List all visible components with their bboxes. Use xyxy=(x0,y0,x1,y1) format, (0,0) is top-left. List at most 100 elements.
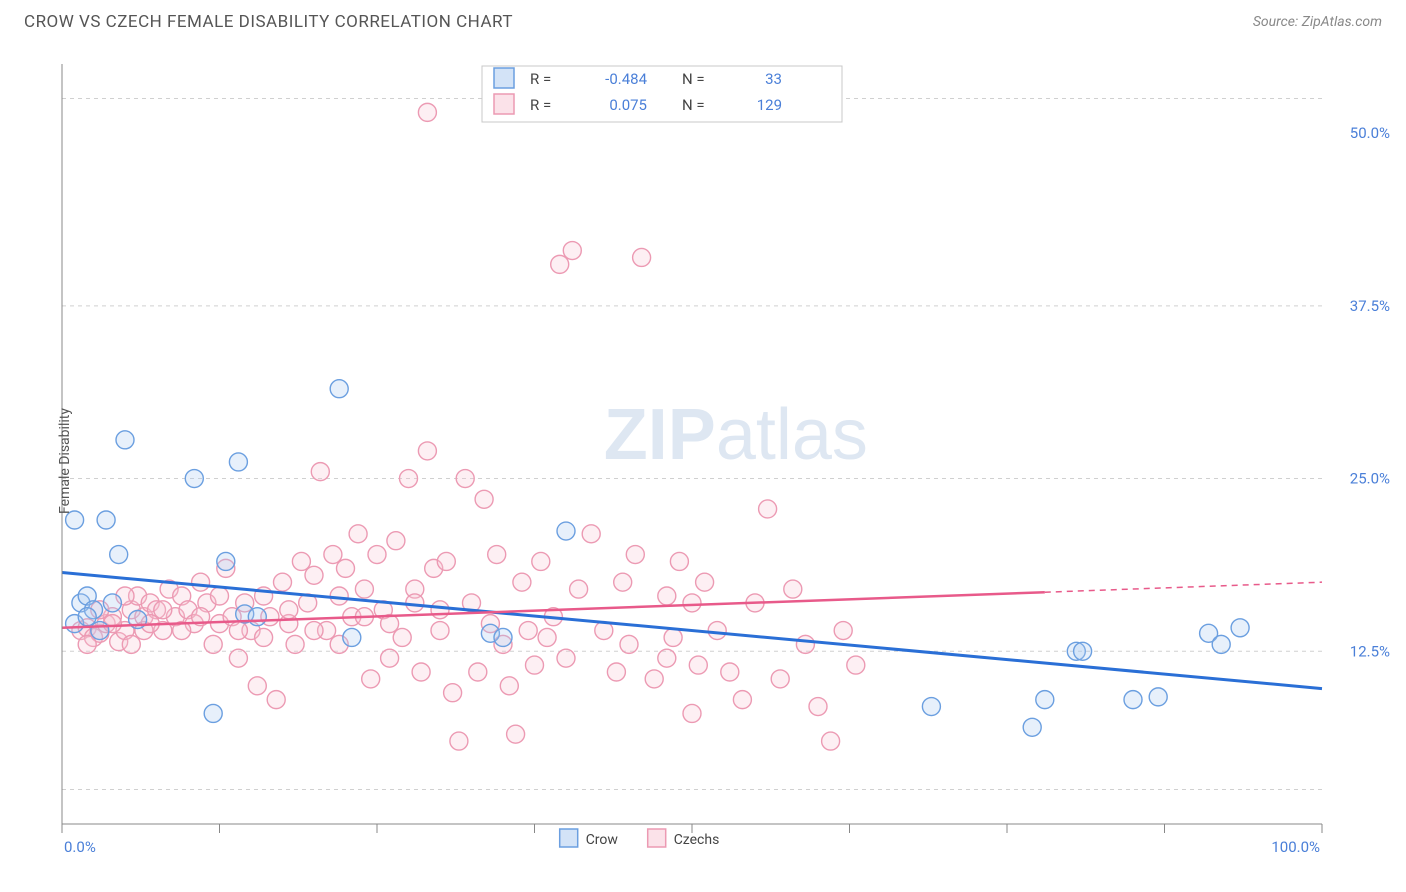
scatter-point xyxy=(784,580,802,598)
scatter-point xyxy=(1231,619,1249,637)
scatter-point xyxy=(122,635,140,653)
scatter-point xyxy=(563,242,581,260)
scatter-point xyxy=(204,635,222,653)
scatter-point xyxy=(450,732,468,750)
scatter-point xyxy=(330,380,348,398)
scatter-point xyxy=(1212,635,1230,653)
scatter-point xyxy=(1023,718,1041,736)
scatter-point xyxy=(311,463,329,481)
y-tick-label: 12.5% xyxy=(1350,642,1390,660)
scatter-point xyxy=(444,684,462,702)
scatter-point xyxy=(1074,642,1092,660)
scatter-point xyxy=(1036,691,1054,709)
bottom-legend-swatch xyxy=(648,829,666,847)
trend-line-extrapolated xyxy=(1045,582,1322,592)
scatter-chart: ZIPatlas 12.5% 25.0% 37.5% 50.0% 0.0% 100.0% R … xyxy=(42,44,1392,878)
scatter-point xyxy=(431,601,449,619)
scatter-point xyxy=(229,649,247,667)
scatter-point xyxy=(412,663,430,681)
scatter-point xyxy=(721,663,739,681)
scatter-point xyxy=(557,522,575,540)
scatter-point xyxy=(393,628,411,646)
x-tick-label: 100.0% xyxy=(1271,838,1320,856)
scatter-point xyxy=(796,635,814,653)
scatter-point xyxy=(274,573,292,591)
scatter-point xyxy=(91,622,109,640)
scatter-point xyxy=(469,663,487,681)
scatter-point xyxy=(689,656,707,674)
scatter-point xyxy=(437,552,455,570)
scatter-point xyxy=(110,546,128,564)
x-tick-label: 0.0% xyxy=(64,838,96,856)
scatter-point xyxy=(97,511,115,529)
y-tick-label: 50.0% xyxy=(1350,124,1390,142)
legend-r-label: R = xyxy=(530,96,551,114)
scatter-point xyxy=(324,546,342,564)
scatter-point xyxy=(582,525,600,543)
scatter-point xyxy=(488,546,506,564)
scatter-point xyxy=(645,670,663,688)
bottom-legend-label: Czechs xyxy=(674,832,720,848)
scatter-point xyxy=(759,500,777,518)
scatter-point xyxy=(526,656,544,674)
bottom-legend-label: Crow xyxy=(586,832,619,848)
scatter-point xyxy=(368,546,386,564)
scatter-point xyxy=(834,622,852,640)
scatter-point xyxy=(116,431,134,449)
scatter-point xyxy=(292,552,310,570)
scatter-point xyxy=(381,649,399,667)
scatter-point xyxy=(626,546,644,564)
y-tick-label: 25.0% xyxy=(1350,470,1390,488)
y-axis-label: Female Disability xyxy=(57,408,73,514)
scatter-point xyxy=(494,628,512,646)
scatter-point xyxy=(154,601,172,619)
scatter-point xyxy=(475,490,493,508)
scatter-point xyxy=(607,663,625,681)
scatter-point xyxy=(513,573,531,591)
scatter-point xyxy=(683,594,701,612)
chart-title: CROW VS CZECH FEMALE DISABILITY CORRELAT… xyxy=(24,12,513,32)
scatter-point xyxy=(418,442,436,460)
scatter-point xyxy=(343,628,361,646)
scatter-point xyxy=(683,704,701,722)
scatter-point xyxy=(696,573,714,591)
scatter-point xyxy=(305,566,323,584)
scatter-point xyxy=(658,649,676,667)
scatter-point xyxy=(771,670,789,688)
scatter-point xyxy=(103,594,121,612)
scatter-point xyxy=(733,691,751,709)
scatter-point xyxy=(658,587,676,605)
scatter-point xyxy=(1149,688,1167,706)
scatter-point xyxy=(248,677,266,695)
scatter-point xyxy=(809,698,827,716)
scatter-point xyxy=(1124,691,1142,709)
scatter-point xyxy=(406,594,424,612)
scatter-point xyxy=(633,248,651,266)
scatter-point xyxy=(519,622,537,640)
scatter-point xyxy=(847,656,865,674)
scatter-point xyxy=(349,525,367,543)
legend-r-value: -0.484 xyxy=(605,70,647,88)
scatter-point xyxy=(355,580,373,598)
scatter-point xyxy=(185,470,203,488)
scatter-point xyxy=(286,635,304,653)
source-label: Source: ZipAtlas.com xyxy=(1253,14,1382,30)
scatter-point xyxy=(305,622,323,640)
scatter-point xyxy=(670,552,688,570)
scatter-point xyxy=(204,704,222,722)
scatter-point xyxy=(78,608,96,626)
legend-r-value: 0.075 xyxy=(609,96,647,114)
scatter-point xyxy=(822,732,840,750)
scatter-point xyxy=(192,573,210,591)
y-tick-label: 37.5% xyxy=(1350,297,1390,315)
scatter-point xyxy=(387,532,405,550)
scatter-point xyxy=(557,649,575,667)
scatter-point xyxy=(418,103,436,121)
scatter-point xyxy=(922,698,940,716)
scatter-point xyxy=(255,628,273,646)
scatter-point xyxy=(532,552,550,570)
scatter-point xyxy=(538,628,556,646)
legend-r-label: R = xyxy=(530,70,551,88)
watermark: ZIPatlas xyxy=(604,395,868,475)
legend-n-value: 33 xyxy=(765,70,782,88)
